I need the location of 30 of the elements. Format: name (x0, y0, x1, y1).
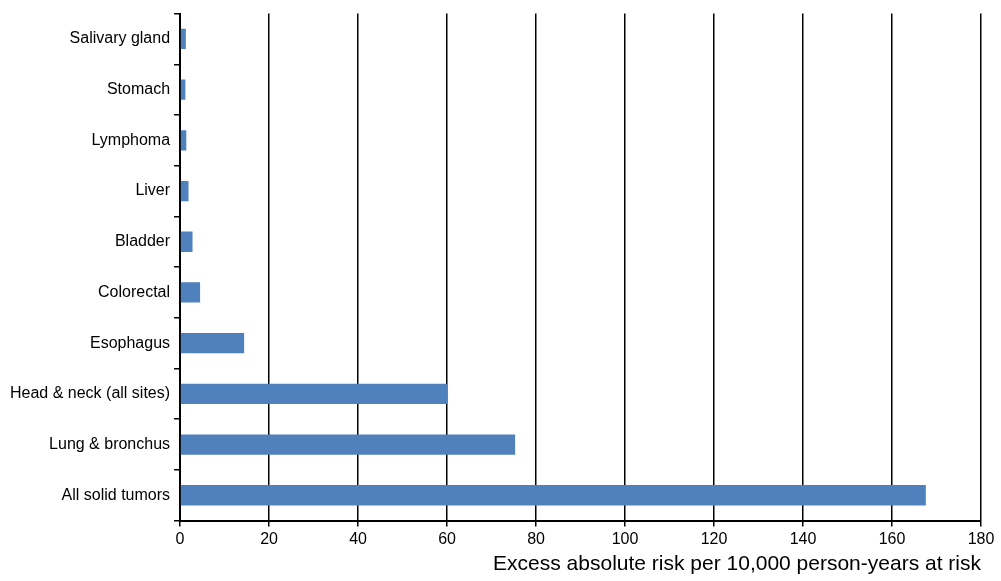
y-tick-label: Stomach (106, 80, 171, 98)
bar (180, 180, 189, 202)
y-tick-label: Bladder (114, 232, 171, 250)
bar (180, 28, 186, 50)
bar (180, 485, 926, 506)
bar (180, 333, 245, 354)
y-tick-label: Colorectal (98, 282, 171, 300)
bar (180, 282, 201, 303)
x-tick-label: 80 (527, 529, 546, 547)
y-tick-label: All solid tumors (61, 485, 171, 503)
x-tick-label: 60 (438, 529, 457, 547)
y-tick-label: Esophagus (90, 333, 171, 351)
x-tick-label: 0 (175, 529, 185, 547)
bar (180, 130, 187, 151)
y-tick-label: Salivary gland (69, 29, 171, 47)
x-tick-label: 180 (967, 529, 995, 547)
bar (180, 383, 448, 404)
bar (180, 231, 193, 252)
y-tick-label: Liver (135, 181, 171, 199)
x-tick-label: 20 (260, 529, 279, 547)
y-tick-label: Lymphoma (91, 130, 171, 148)
x-tick-label: 40 (349, 529, 368, 547)
y-tick-label: Head & neck (all sites) (10, 384, 171, 402)
x-tick-label: 140 (789, 529, 817, 547)
x-tick-label: 100 (611, 529, 639, 547)
x-axis-title: Excess absolute risk per 10,000 person-years at risk (493, 551, 982, 575)
bar (180, 434, 516, 455)
x-tick-label: 120 (700, 529, 728, 547)
x-tick-label: 160 (878, 529, 906, 547)
y-tick-label: Lung & bronchus (49, 434, 171, 452)
